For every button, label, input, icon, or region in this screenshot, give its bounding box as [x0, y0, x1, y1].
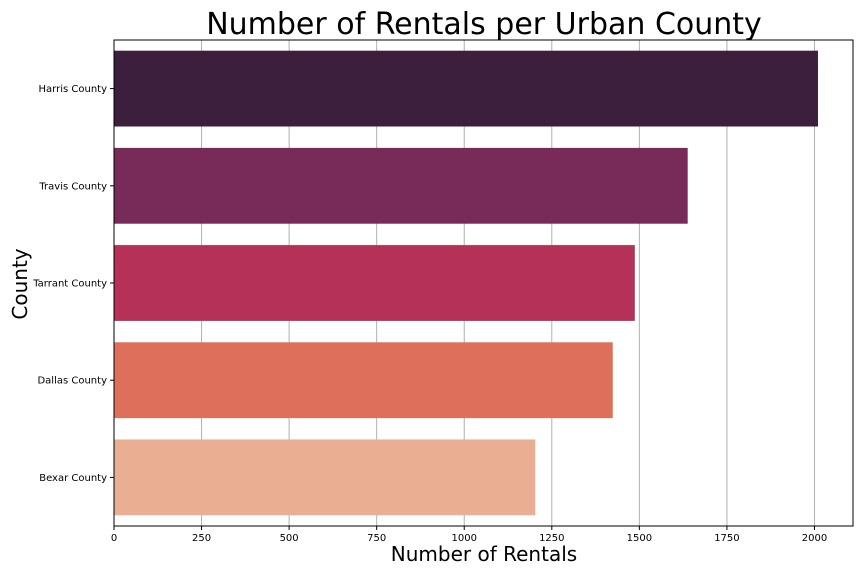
chart-title: Number of Rentals per Urban County	[206, 7, 762, 42]
bar-bexar-county	[114, 439, 536, 516]
axes: Harris County Travis County Tarrant County…	[32, 39, 854, 544]
y-tick-label: Bexar County	[39, 473, 107, 484]
x-tick-label: 500	[280, 533, 299, 544]
x-tick-label: 0	[111, 533, 117, 544]
x-axis-label: Number of Rentals	[391, 542, 577, 566]
x-tick-label: 1750	[714, 533, 739, 544]
y-tick-label: Harris County	[39, 84, 108, 95]
x-tick-label: 750	[367, 533, 386, 544]
bar-travis-county	[114, 147, 688, 224]
y-tick-label: Tarrant County	[32, 279, 107, 290]
bar-dallas-county	[114, 342, 613, 419]
bar-tarrant-county	[114, 245, 635, 321]
y-tick-label: Travis County	[38, 181, 107, 192]
x-tick-label: 2000	[802, 533, 827, 544]
y-axis-label: County	[8, 248, 32, 319]
x-tick-label: 1500	[627, 533, 652, 544]
bar-harris-county	[114, 50, 818, 127]
y-tick-label: Dallas County	[37, 376, 107, 387]
x-tick-label: 1000	[452, 533, 477, 544]
bars	[114, 50, 818, 516]
x-tick-label: 1250	[539, 533, 564, 544]
x-tick-label: 250	[192, 533, 211, 544]
plot-frame	[113, 39, 854, 527]
